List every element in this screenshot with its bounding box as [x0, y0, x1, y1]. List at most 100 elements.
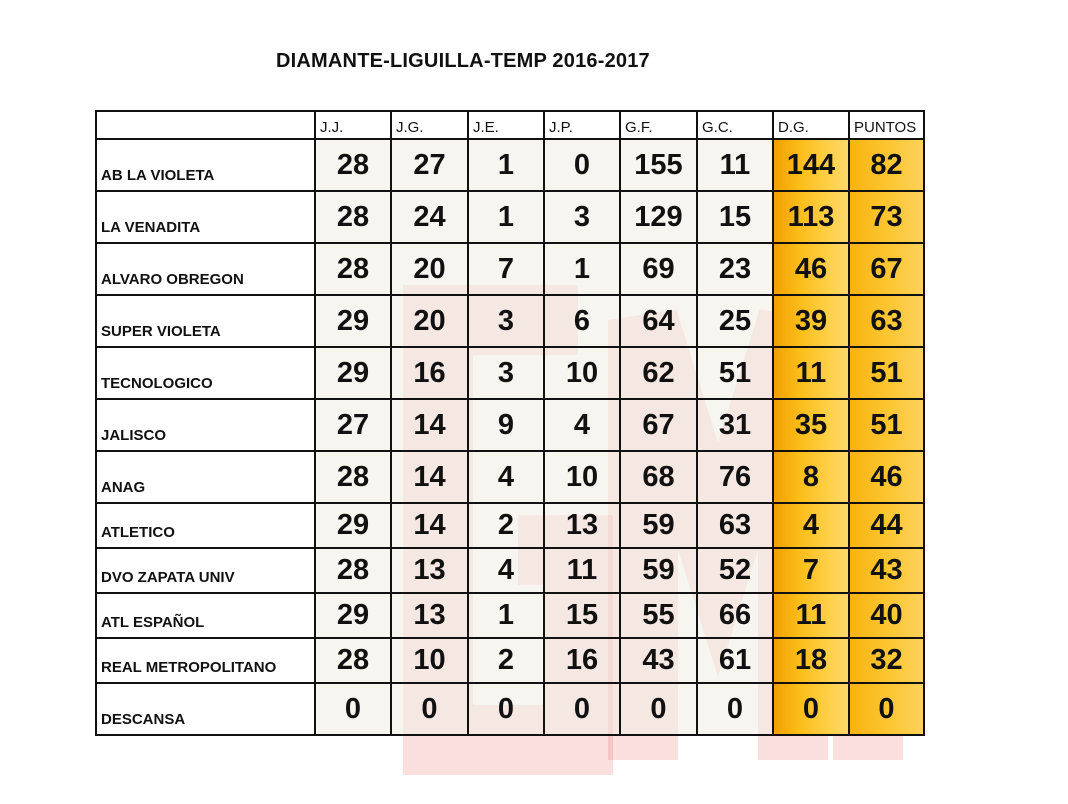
team-name-cell: REAL METROPOLITANO [95, 637, 316, 684]
col-header-je: J.E. [467, 110, 545, 140]
col-header-jj: J.J. [314, 110, 392, 140]
table-row: JALISCO 27 14 9 4 67 31 35 51 [95, 398, 925, 452]
cell-jp: 0 [543, 138, 621, 192]
cell-jp: 3 [543, 190, 621, 244]
cell-je: 4 [467, 547, 545, 594]
cell-puntos: 73 [848, 190, 925, 244]
cell-dg: 113 [772, 190, 850, 244]
cell-gf: 129 [619, 190, 698, 244]
team-name-cell: ANAG [95, 450, 316, 504]
team-name-cell: ATLETICO [95, 502, 316, 549]
cell-jg: 20 [390, 242, 469, 296]
cell-jj: 28 [314, 450, 392, 504]
table-row: ATLETICO 29 14 2 13 59 63 4 44 [95, 502, 925, 549]
cell-gc: 76 [696, 450, 774, 504]
cell-jp: 16 [543, 637, 621, 684]
cell-jp: 10 [543, 346, 621, 400]
cell-puntos: 40 [848, 592, 925, 639]
cell-gc: 23 [696, 242, 774, 296]
col-header-jp: J.P. [543, 110, 621, 140]
table-row: TECNOLOGICO 29 16 3 10 62 51 11 51 [95, 346, 925, 400]
cell-puntos: 32 [848, 637, 925, 684]
cell-gc: 63 [696, 502, 774, 549]
cell-jp: 15 [543, 592, 621, 639]
table-row: AB LA VIOLETA 28 27 1 0 155 11 144 82 [95, 138, 925, 192]
page-title: DIAMANTE-LIGUILLA-TEMP 2016-2017 [276, 50, 650, 72]
cell-jj: 28 [314, 242, 392, 296]
cell-jj: 27 [314, 398, 392, 452]
cell-gf: 59 [619, 502, 698, 549]
cell-jp: 4 [543, 398, 621, 452]
cell-jp: 0 [543, 682, 621, 736]
cell-gf: 155 [619, 138, 698, 192]
team-name-cell: AB LA VIOLETA [95, 138, 316, 192]
header-team-cell [95, 110, 316, 140]
cell-jj: 28 [314, 138, 392, 192]
cell-gf: 0 [619, 682, 698, 736]
cell-puntos: 0 [848, 682, 925, 736]
cell-gc: 66 [696, 592, 774, 639]
cell-gc: 61 [696, 637, 774, 684]
cell-jj: 29 [314, 346, 392, 400]
cell-gf: 55 [619, 592, 698, 639]
cell-jj: 28 [314, 547, 392, 594]
cell-gc: 25 [696, 294, 774, 348]
table-row: LA VENADITA 28 24 1 3 129 15 113 73 [95, 190, 925, 244]
cell-je: 1 [467, 190, 545, 244]
cell-gc: 11 [696, 138, 774, 192]
cell-dg: 11 [772, 592, 850, 639]
cell-je: 0 [467, 682, 545, 736]
cell-dg: 144 [772, 138, 850, 192]
cell-jj: 29 [314, 592, 392, 639]
col-header-dg: D.G. [772, 110, 850, 140]
cell-dg: 8 [772, 450, 850, 504]
table-row: REAL METROPOLITANO 28 10 2 16 43 61 18 32 [95, 637, 925, 684]
cell-gc: 52 [696, 547, 774, 594]
table-row: SUPER VIOLETA 29 20 3 6 64 25 39 63 [95, 294, 925, 348]
cell-jj: 29 [314, 502, 392, 549]
col-header-puntos: PUNTOS [848, 110, 925, 140]
col-header-gc: G.C. [696, 110, 774, 140]
cell-jp: 10 [543, 450, 621, 504]
standings-table: J.J. J.G. J.E. J.P. G.F. G.C. D.G. PUNTO… [95, 110, 925, 736]
cell-gf: 64 [619, 294, 698, 348]
cell-dg: 11 [772, 346, 850, 400]
cell-je: 1 [467, 592, 545, 639]
cell-jj: 0 [314, 682, 392, 736]
cell-jg: 24 [390, 190, 469, 244]
cell-jg: 16 [390, 346, 469, 400]
team-name-cell: DESCANSA [95, 682, 316, 736]
team-name-cell: TECNOLOGICO [95, 346, 316, 400]
cell-jp: 11 [543, 547, 621, 594]
cell-gf: 43 [619, 637, 698, 684]
cell-dg: 46 [772, 242, 850, 296]
cell-jj: 28 [314, 637, 392, 684]
col-header-gf: G.F. [619, 110, 698, 140]
cell-jj: 28 [314, 190, 392, 244]
team-name-cell: ALVARO OBREGON [95, 242, 316, 296]
team-name-cell: ATL ESPAÑOL [95, 592, 316, 639]
cell-gc: 31 [696, 398, 774, 452]
cell-jg: 0 [390, 682, 469, 736]
cell-jg: 27 [390, 138, 469, 192]
cell-je: 1 [467, 138, 545, 192]
cell-dg: 35 [772, 398, 850, 452]
cell-je: 3 [467, 346, 545, 400]
cell-jg: 13 [390, 592, 469, 639]
table-row: ATL ESPAÑOL 29 13 1 15 55 66 11 40 [95, 592, 925, 639]
table-row: DVO ZAPATA UNIV 28 13 4 11 59 52 7 43 [95, 547, 925, 594]
standings-table-wrap: J.J. J.G. J.E. J.P. G.F. G.C. D.G. PUNTO… [95, 110, 925, 775]
cell-gf: 68 [619, 450, 698, 504]
cell-je: 2 [467, 502, 545, 549]
cell-dg: 4 [772, 502, 850, 549]
cell-jj: 29 [314, 294, 392, 348]
cell-puntos: 51 [848, 346, 925, 400]
cell-je: 9 [467, 398, 545, 452]
cell-je: 3 [467, 294, 545, 348]
team-name-cell: LA VENADITA [95, 190, 316, 244]
cell-puntos: 44 [848, 502, 925, 549]
cell-gf: 59 [619, 547, 698, 594]
team-name-cell: SUPER VIOLETA [95, 294, 316, 348]
cell-puntos: 67 [848, 242, 925, 296]
cell-jg: 14 [390, 398, 469, 452]
